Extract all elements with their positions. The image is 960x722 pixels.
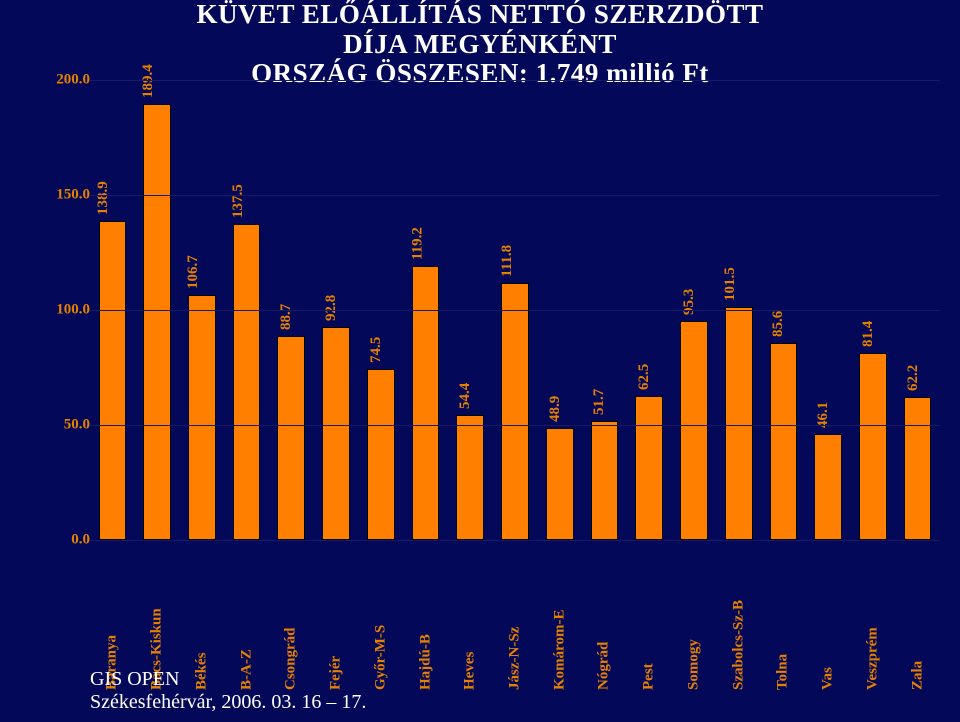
title-line-2: DÍJA MEGYÉNKÉNT (0, 30, 960, 60)
bar: 46.1Vas (814, 434, 842, 540)
bar-rect (322, 327, 350, 540)
bar: 81.4Veszprém (859, 353, 887, 540)
bar: 119.2Hajdú-B (412, 266, 440, 540)
bar-value-label: 88.7 (278, 304, 295, 330)
bar: 101.5Szabolcs-Sz-B (725, 307, 753, 540)
bar-rect (814, 434, 842, 540)
bar-rect (277, 336, 305, 540)
bar-rect (635, 396, 663, 540)
bar: 111.8Jász-N-Sz (501, 283, 529, 540)
category-label: Heves (462, 550, 479, 690)
bar-rect (456, 415, 484, 540)
category-label: Somogy (685, 550, 702, 690)
footer-line-1: GIS OPEN (90, 668, 366, 691)
bar-rect (859, 353, 887, 540)
bar-rect (904, 397, 932, 540)
bar-value-label: 111.8 (499, 245, 516, 277)
bar: 51.7Nógrád (591, 421, 619, 540)
bar-value-label: 138.9 (95, 181, 112, 215)
bar: 48.9Komárom-E (546, 428, 574, 540)
y-axis-tick-label: 0.0 (42, 532, 90, 549)
bar-value-label: 189.4 (140, 65, 157, 99)
category-label: Nógrád (596, 550, 613, 690)
category-label: Jász-N-Sz (506, 550, 523, 690)
category-label: Hajdú-B (417, 550, 434, 690)
gridline (90, 540, 940, 541)
category-label: Győr-M-S (372, 550, 389, 690)
bar-rect (501, 283, 529, 540)
bar: 74.5Győr-M-S (367, 369, 395, 540)
bar-value-label: 74.5 (368, 336, 385, 362)
bar-value-label: 85.6 (770, 311, 787, 337)
bar-value-label: 62.2 (904, 365, 921, 391)
bar-value-label: 81.4 (860, 321, 877, 347)
gridline (90, 425, 940, 426)
bar: 137.5B-A-Z (233, 224, 261, 540)
bar-value-label: 51.7 (591, 389, 608, 415)
bar-rect (412, 266, 440, 540)
category-label: Vas (820, 550, 837, 690)
bar-rect (233, 224, 261, 540)
category-label: Veszprém (864, 550, 881, 690)
bar: 62.2Zala (904, 397, 932, 540)
category-label: Pest (641, 550, 658, 690)
bar-value-label: 106.7 (185, 255, 202, 289)
bar-rect (591, 421, 619, 540)
gridline (90, 80, 940, 81)
bar-value-label: 92.8 (323, 294, 340, 320)
slide: { "background_color": "#040858", "title"… (0, 0, 960, 722)
y-axis-tick-label: 100.0 (42, 302, 90, 319)
bar-rect (770, 343, 798, 540)
bar-value-label: 119.2 (409, 227, 426, 260)
bar: 106.7Békés (188, 295, 216, 540)
gridline (90, 195, 940, 196)
bar: 62.5Pest (635, 396, 663, 540)
y-axis-tick-label: 50.0 (42, 417, 90, 434)
bar: 54.4Heves (456, 415, 484, 540)
bar: 92.8Fejér (322, 327, 350, 540)
bar: 85.6Tolna (770, 343, 798, 540)
bar-rect (725, 307, 753, 540)
title-line-1: KÜVET ELŐÁLLÍTÁS NETTÓ SZERZDÖTT (0, 0, 960, 30)
bar-rect (367, 369, 395, 540)
category-label: Tolna (775, 550, 792, 690)
category-label: Szabolcs-Sz-B (730, 550, 747, 690)
bar-value-label: 101.5 (722, 267, 739, 301)
footer: GIS OPEN Székesfehérvár, 2006. 03. 16 – … (90, 668, 366, 714)
gridline (90, 310, 940, 311)
bar-value-label: 137.5 (230, 184, 247, 218)
footer-line-2: Székesfehérvár, 2006. 03. 16 – 17. (90, 691, 366, 714)
bar-rect (680, 321, 708, 540)
bar-value-label: 62.5 (636, 364, 653, 390)
bar-rect (546, 428, 574, 540)
bar: 95.3Somogy (680, 321, 708, 540)
plot-area: 138.9Baranya 189.4Bács-Kiskun 106.7Békés 13… (90, 80, 940, 540)
bar: 138.9Baranya (99, 221, 127, 540)
bar-value-label: 54.4 (457, 383, 474, 409)
bar-value-label: 48.9 (547, 395, 564, 421)
bar: 189.4Bács-Kiskun (143, 104, 171, 540)
bar: 88.7Csongrád (277, 336, 305, 540)
category-label: Komárom-E (551, 550, 568, 690)
y-axis-tick-label: 200.0 (42, 72, 90, 89)
bar-rect (188, 295, 216, 540)
category-label: Zala (909, 550, 926, 690)
bar-rect (99, 221, 127, 540)
y-axis-tick-label: 150.0 (42, 187, 90, 204)
bar-rect (143, 104, 171, 540)
